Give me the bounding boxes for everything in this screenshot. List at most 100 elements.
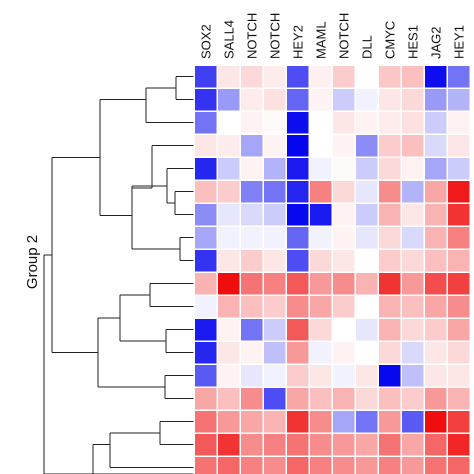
heatmap-cell-r4-c6 bbox=[308, 133, 333, 158]
heatmap-cell-r4-c11 bbox=[423, 133, 448, 158]
heatmap-cell-r17-c5 bbox=[285, 432, 310, 457]
heatmap-cell-r10-c10 bbox=[400, 271, 425, 296]
heatmap-cell-r7-c9 bbox=[377, 202, 402, 227]
heatmap-cell-r11-c2 bbox=[216, 294, 241, 319]
heatmap-cell-r16-c10 bbox=[400, 409, 425, 434]
heatmap-cell-r11-c12 bbox=[446, 294, 471, 319]
heatmap-cell-r13-c6 bbox=[308, 340, 333, 365]
heatmap-cell-r18-c12 bbox=[446, 455, 471, 474]
heatmap-cell-r5-c4 bbox=[262, 156, 287, 181]
heatmap-cell-r12-c12 bbox=[446, 317, 471, 342]
heatmap-cell-r17-c10 bbox=[400, 432, 425, 457]
heatmap-cell-r5-c8 bbox=[354, 156, 379, 181]
heatmap-cell-r5-c6 bbox=[308, 156, 333, 181]
heatmap-cell-r7-c11 bbox=[423, 202, 448, 227]
heatmap-cell-r11-c11 bbox=[423, 294, 448, 319]
heatmap-cell-r16-c8 bbox=[354, 409, 379, 434]
heatmap-cell-r18-c3 bbox=[239, 455, 264, 474]
heatmap-cell-r6-c8 bbox=[354, 179, 379, 204]
heatmap-cell-r14-c3 bbox=[239, 363, 264, 388]
heatmap-cell-r6-c3 bbox=[239, 179, 264, 204]
heatmap-cell-r7-c12 bbox=[446, 202, 471, 227]
heatmap-cell-r8-c6 bbox=[308, 225, 333, 250]
heatmap-cell-r6-c12 bbox=[446, 179, 471, 204]
heatmap-cell-r13-c4 bbox=[262, 340, 287, 365]
heatmap-cell-r6-c7 bbox=[331, 179, 356, 204]
heatmap-cell-r3-c12 bbox=[446, 110, 471, 135]
heatmap-cell-r4-c7 bbox=[331, 133, 356, 158]
heatmap-cell-r5-c3 bbox=[239, 156, 264, 181]
heatmap-cell-r2-c9 bbox=[377, 87, 402, 112]
heatmap-cell-r1-c7 bbox=[331, 64, 356, 89]
heatmap-cell-r16-c1 bbox=[193, 409, 218, 434]
heatmap-cell-r11-c9 bbox=[377, 294, 402, 319]
heatmap-cell-r10-c6 bbox=[308, 271, 333, 296]
heatmap-cell-r8-c7 bbox=[331, 225, 356, 250]
heatmap-cell-r18-c2 bbox=[216, 455, 241, 474]
heatmap-cell-r15-c11 bbox=[423, 386, 448, 411]
heatmap-cell-r18-c10 bbox=[400, 455, 425, 474]
heatmap-cell-r2-c4 bbox=[262, 87, 287, 112]
heatmap-cell-r1-c6 bbox=[308, 64, 333, 89]
heatmap-cell-r15-c2 bbox=[216, 386, 241, 411]
heatmap-cell-r17-c4 bbox=[262, 432, 287, 457]
column-label-5: HEY2 bbox=[291, 25, 306, 59]
heatmap-cell-r5-c9 bbox=[377, 156, 402, 181]
heatmap-cell-r15-c6 bbox=[308, 386, 333, 411]
heatmap-cell-r10-c4 bbox=[262, 271, 287, 296]
heatmap-cell-r5-c5 bbox=[285, 156, 310, 181]
heatmap-cell-r4-c8 bbox=[354, 133, 379, 158]
heatmap-cell-r18-c6 bbox=[308, 455, 333, 474]
heatmap-cell-r15-c8 bbox=[354, 386, 379, 411]
heatmap-cell-r1-c5 bbox=[285, 64, 310, 89]
heatmap-cell-r11-c1 bbox=[193, 294, 218, 319]
heatmap-cell-r18-c4 bbox=[262, 455, 287, 474]
heatmap-cell-r1-c10 bbox=[400, 64, 425, 89]
heatmap-cell-r10-c2 bbox=[216, 271, 241, 296]
heatmap-cell-r2-c11 bbox=[423, 87, 448, 112]
heatmap-cell-r10-c7 bbox=[331, 271, 356, 296]
heatmap-cell-r13-c10 bbox=[400, 340, 425, 365]
heatmap-cell-r3-c11 bbox=[423, 110, 448, 135]
heatmap-cell-r7-c10 bbox=[400, 202, 425, 227]
column-label-9: CMYC bbox=[383, 21, 398, 59]
heatmap-cell-r12-c4 bbox=[262, 317, 287, 342]
heatmap-cell-r3-c8 bbox=[354, 110, 379, 135]
heatmap-cell-r2-c5 bbox=[285, 87, 310, 112]
heatmap-cell-r1-c2 bbox=[216, 64, 241, 89]
heatmap-cell-r5-c10 bbox=[400, 156, 425, 181]
heatmap-cell-r8-c1 bbox=[193, 225, 218, 250]
heatmap-cell-r14-c8 bbox=[354, 363, 379, 388]
heatmap-cell-r4-c5 bbox=[285, 133, 310, 158]
heatmap-cell-r14-c2 bbox=[216, 363, 241, 388]
heatmap-cell-r13-c2 bbox=[216, 340, 241, 365]
heatmap-cell-r1-c8 bbox=[354, 64, 379, 89]
heatmap-cell-r8-c3 bbox=[239, 225, 264, 250]
heatmap-cell-r5-c1 bbox=[193, 156, 218, 181]
heatmap-cell-r8-c12 bbox=[446, 225, 471, 250]
heatmap-cell-r12-c9 bbox=[377, 317, 402, 342]
heatmap-cell-r17-c6 bbox=[308, 432, 333, 457]
heatmap-cell-r2-c10 bbox=[400, 87, 425, 112]
heatmap-cell-r3-c1 bbox=[193, 110, 218, 135]
heatmap-cell-r14-c6 bbox=[308, 363, 333, 388]
heatmap-cell-r14-c1 bbox=[193, 363, 218, 388]
heatmap-cell-r17-c2 bbox=[216, 432, 241, 457]
heatmap-cell-r9-c9 bbox=[377, 248, 402, 273]
column-label-12: HEY1 bbox=[452, 25, 467, 59]
heatmap-cell-r6-c6 bbox=[308, 179, 333, 204]
heatmap-cell-r9-c1 bbox=[193, 248, 218, 273]
heatmap-cell-r15-c12 bbox=[446, 386, 471, 411]
column-label-3: NOTCH bbox=[245, 13, 260, 59]
heatmap-cells bbox=[193, 64, 471, 474]
heatmap-cell-r15-c10 bbox=[400, 386, 425, 411]
heatmap-cell-r15-c7 bbox=[331, 386, 356, 411]
heatmap-cell-r14-c7 bbox=[331, 363, 356, 388]
heatmap-cell-r6-c2 bbox=[216, 179, 241, 204]
heatmap-cell-r6-c11 bbox=[423, 179, 448, 204]
heatmap-cell-r9-c11 bbox=[423, 248, 448, 273]
heatmap-cell-r6-c5 bbox=[285, 179, 310, 204]
heatmap-cell-r7-c8 bbox=[354, 202, 379, 227]
row-dendrogram bbox=[43, 76, 194, 474]
